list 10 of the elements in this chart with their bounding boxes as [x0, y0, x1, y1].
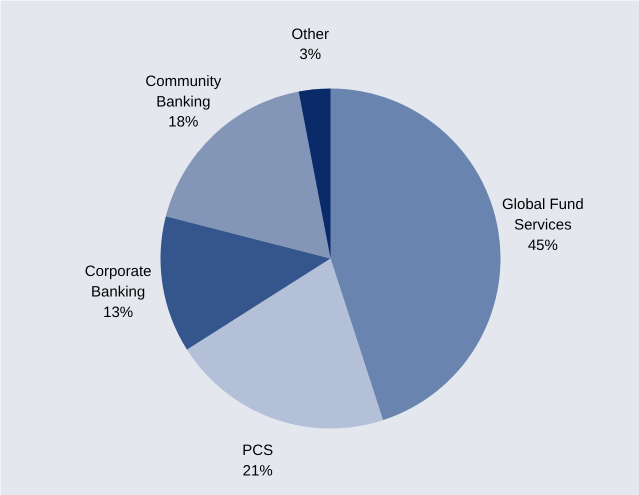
slice-label: Global Fund Services — [502, 196, 584, 234]
slice-label: Community Banking — [145, 72, 222, 110]
data-label: 13% — [103, 304, 134, 322]
data-label: 18% — [168, 114, 198, 131]
slice-label: Other — [292, 26, 330, 43]
slice-label: Corporate Banking — [84, 263, 152, 301]
data-label: 45% — [528, 236, 558, 254]
data-label: 3% — [299, 46, 322, 64]
data-label: 21% — [242, 462, 273, 480]
slice-label: PCS — [242, 442, 274, 460]
